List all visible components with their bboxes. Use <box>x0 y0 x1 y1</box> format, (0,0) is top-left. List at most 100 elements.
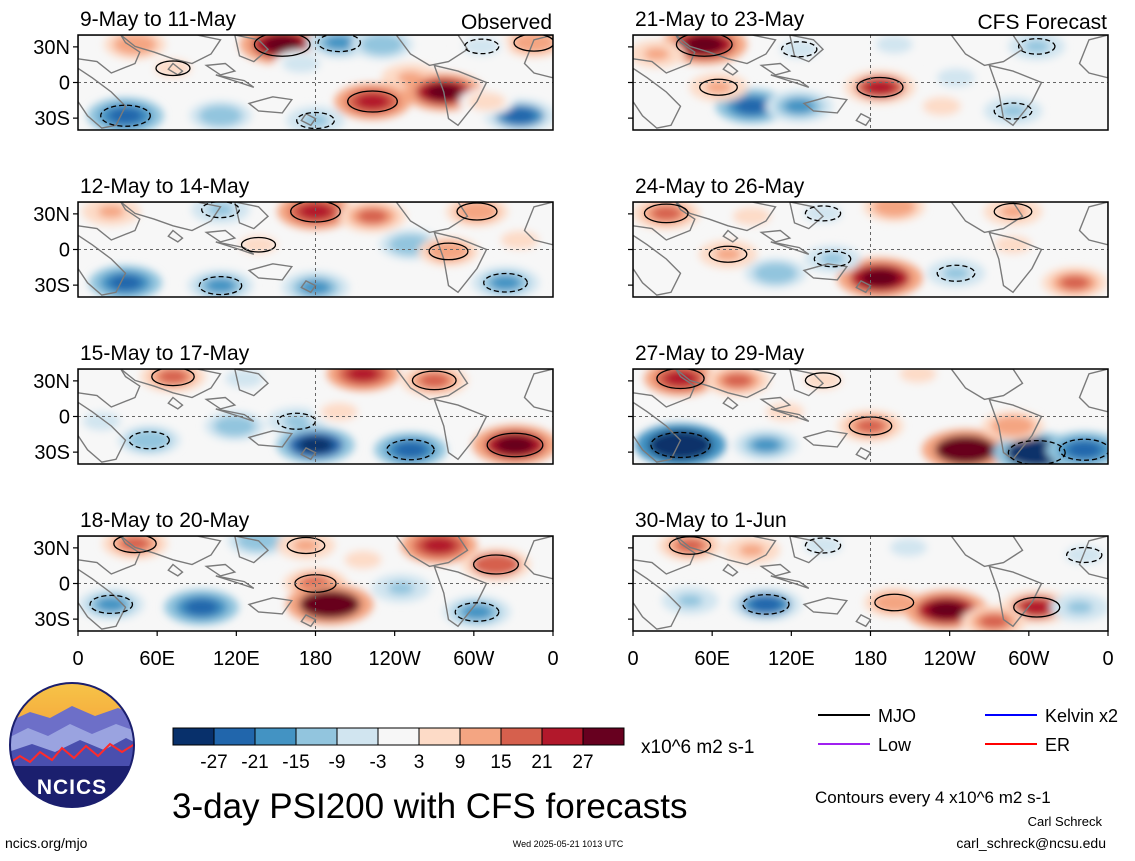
map-panel: 27-May to 29-May <box>628 342 1109 465</box>
coastline <box>802 263 849 281</box>
anomaly-blob <box>108 107 143 124</box>
lon-label: 0 <box>547 648 558 670</box>
mjo-contour <box>656 369 705 390</box>
panel-title: 27-May to 29-May <box>635 342 805 365</box>
anomaly-blob <box>355 93 390 110</box>
anomaly-blob <box>327 405 352 418</box>
panel-title: 21-May to 23-May <box>635 8 805 31</box>
anomaly-blob <box>685 35 724 54</box>
ncics-logo <box>10 683 134 807</box>
coastline <box>523 369 553 413</box>
anomaly-blob <box>880 595 908 610</box>
anomaly-blob <box>945 440 986 460</box>
coastline <box>988 231 1043 294</box>
mjo-contours <box>128 369 544 461</box>
anomaly-blob <box>810 539 836 552</box>
coastline <box>950 35 1024 67</box>
coastline <box>523 35 553 79</box>
coastline <box>770 575 810 589</box>
coastline <box>802 96 849 114</box>
lon-label: 0 <box>72 648 83 670</box>
anomaly-blob <box>310 595 350 614</box>
lon-label: 60E <box>139 648 175 670</box>
coastline <box>633 35 696 74</box>
anomaly-blob <box>943 71 969 84</box>
colorbar-tick-label: -15 <box>282 752 309 773</box>
lon-label: 120W <box>924 648 976 670</box>
lat-label: 30N <box>33 371 70 393</box>
lon-labels: 0 60E 120E 180 120W 60W 0 <box>72 631 559 670</box>
colorbar-units: x10^6 m2 s-1 <box>641 737 754 758</box>
lon-label: 60E <box>694 648 730 670</box>
anomaly-blob <box>469 40 494 53</box>
colorbar-swatch <box>336 727 379 746</box>
anomaly-blob <box>503 108 536 124</box>
anomaly-blob <box>161 62 185 75</box>
lat-label: 30S <box>34 108 70 130</box>
mjo-contour <box>317 35 362 53</box>
lat-label: 30N <box>33 204 70 226</box>
lat-labels: 30N 0 30S <box>33 538 70 631</box>
mjo-contour <box>993 202 1033 221</box>
anomaly-blob <box>705 80 732 94</box>
lat-ticks <box>73 213 78 286</box>
coastline <box>247 96 294 114</box>
mjo-contour <box>699 78 738 96</box>
anomaly-blob <box>786 43 812 56</box>
anomaly-blob <box>288 57 314 70</box>
anomaly-blob <box>207 203 234 216</box>
colorbar-swatch <box>377 727 420 746</box>
coastline <box>855 112 872 127</box>
coastline <box>433 398 488 461</box>
anomaly-blob <box>480 557 512 572</box>
lon-label: 180 <box>854 648 887 670</box>
anomaly-blob <box>1059 275 1090 290</box>
coastline <box>78 202 141 241</box>
coastline <box>1078 202 1108 246</box>
mjo-contour <box>675 35 733 57</box>
anomaly-blob <box>351 553 375 566</box>
mjo-contour <box>456 202 498 221</box>
mjo-contours <box>100 35 553 130</box>
lon-label: 120E <box>768 648 815 670</box>
anomaly-blob <box>722 373 753 388</box>
anomaly-blob <box>651 206 682 221</box>
mjo-contour <box>1066 546 1103 564</box>
lat-label: 30S <box>34 609 70 631</box>
anomaly-blob <box>880 202 909 214</box>
anomaly-blob <box>368 37 396 52</box>
coastline <box>234 202 270 230</box>
anomaly-blob <box>297 436 334 454</box>
panel-tag: Observed <box>461 11 552 34</box>
coastline <box>855 280 872 294</box>
coastlines <box>78 536 553 630</box>
author: Carl Schreck <box>1028 814 1103 829</box>
coastline <box>722 229 739 243</box>
anomaly-blob <box>810 207 836 220</box>
coastline <box>759 563 792 577</box>
timestamp: Wed 2025-05-21 1013 UTC <box>513 839 624 849</box>
mjo-contour <box>286 536 326 555</box>
coastline <box>433 231 488 294</box>
mjo-contours <box>675 35 1056 120</box>
mjo-contour <box>89 594 134 615</box>
anomaly-blob <box>1001 238 1025 251</box>
mjo-contour <box>708 245 748 263</box>
mjo-contour <box>240 236 277 253</box>
anomaly-blob <box>346 369 380 382</box>
lat-label: 30N <box>33 538 70 560</box>
map-panel: 30-May to 1-Jun 0 60E 120E 180 120W 60W 0 <box>627 509 1113 670</box>
anomaly-blob <box>396 238 425 252</box>
anomaly-blob <box>1071 548 1097 562</box>
coastline <box>300 280 317 294</box>
anomaly-blob <box>739 544 765 557</box>
mjo-contour <box>1013 596 1061 618</box>
mjo-contour <box>874 593 915 612</box>
legend-label: Low <box>878 735 912 755</box>
mjo-contour <box>643 203 689 224</box>
anomaly-blob <box>1066 600 1093 614</box>
anomaly-blob <box>474 95 499 108</box>
coastline <box>674 369 777 399</box>
